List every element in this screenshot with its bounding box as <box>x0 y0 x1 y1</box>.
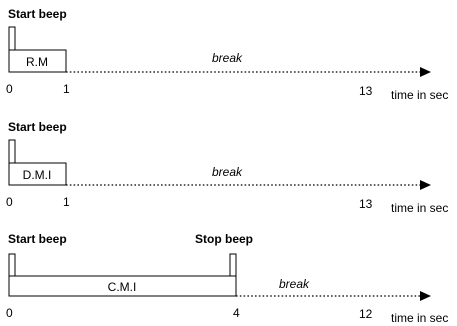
break-label: break <box>212 51 243 65</box>
tick-label-end-task: 1 <box>63 82 70 96</box>
break-label: break <box>279 277 310 291</box>
task-box-dmi <box>8 162 67 186</box>
tick-label-end-break: 13 <box>359 197 373 211</box>
task-box-rm <box>8 49 67 73</box>
time-arrowhead <box>420 180 431 190</box>
start-beep-marker <box>8 139 16 164</box>
tick-label-start: 0 <box>6 195 13 209</box>
start-beep-label: Start beep <box>8 7 67 21</box>
time-arrowhead <box>420 291 431 301</box>
task-box-label: D.M.I <box>23 168 52 182</box>
axis-label: time in sec <box>391 201 448 215</box>
tick-label-end-task: 1 <box>63 195 70 209</box>
axis-label: time in sec <box>391 311 448 325</box>
timeline-rm: Start beep R.M break 0 1 13 time in sec <box>6 7 448 102</box>
task-box-label: C.M.I <box>108 280 137 294</box>
axis-label: time in sec <box>391 88 448 102</box>
break-label: break <box>212 165 243 179</box>
stop-beep-label: Stop beep <box>195 232 253 246</box>
timeline-dmi: Start beep D.M.I break 0 1 13 time in se… <box>6 120 448 215</box>
start-beep-marker <box>8 253 16 277</box>
start-beep-label: Start beep <box>8 232 67 246</box>
stop-beep-marker <box>229 253 237 277</box>
tick-label-start: 0 <box>6 306 13 320</box>
tick-label-start: 0 <box>6 82 13 96</box>
time-arrowhead <box>420 67 431 77</box>
timeline-cmi: Start beep Stop beep C.M.I break 0 4 12 … <box>6 232 448 325</box>
tick-label-end-break: 12 <box>359 307 373 321</box>
tick-label-end-task: 4 <box>233 306 240 320</box>
start-beep-marker <box>8 26 16 51</box>
task-box-label: R.M <box>26 55 48 69</box>
tick-label-end-break: 13 <box>359 84 373 98</box>
task-box-cmi <box>8 275 237 297</box>
start-beep-label: Start beep <box>8 120 67 134</box>
